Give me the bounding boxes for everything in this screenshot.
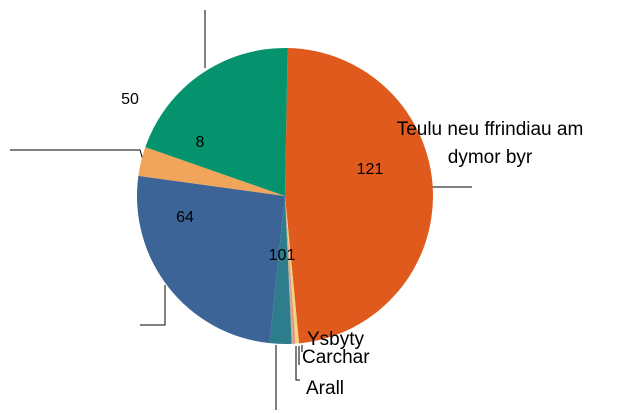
leader-line [295, 346, 300, 381]
category-label: Carchar [302, 347, 370, 368]
leader-lines [10, 10, 472, 410]
slice [285, 48, 433, 344]
slice [137, 175, 285, 344]
slice [285, 196, 294, 344]
slice [138, 147, 285, 196]
value-label: 8 [196, 134, 205, 151]
category-label: Teulu neu ffrindiau am dymor byr [396, 119, 584, 168]
slice [285, 196, 296, 344]
slice [145, 48, 288, 196]
leader-line [10, 149, 144, 161]
leader-line [140, 285, 166, 326]
category-label: Ysbyty [307, 329, 365, 350]
slices [137, 48, 433, 345]
value-label: 121 [357, 161, 384, 178]
slice [285, 196, 300, 344]
value-label: 64 [176, 209, 194, 226]
slice [269, 196, 292, 345]
category-label: Arall [306, 378, 344, 399]
annotation: 101 [269, 247, 296, 264]
value-label: 50 [121, 91, 139, 108]
